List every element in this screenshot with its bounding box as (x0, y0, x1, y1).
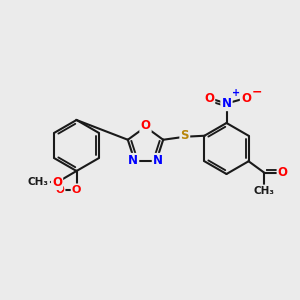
Text: O: O (241, 92, 251, 105)
Text: −: − (251, 85, 262, 98)
Text: N: N (128, 154, 138, 167)
Text: O: O (56, 184, 64, 195)
Text: N: N (221, 97, 232, 110)
Text: O: O (204, 92, 214, 105)
Text: O: O (72, 184, 81, 195)
Text: CH₃: CH₃ (254, 186, 275, 196)
Text: S: S (181, 129, 189, 142)
Text: O: O (140, 119, 151, 132)
Text: O: O (278, 166, 288, 179)
Text: N: N (153, 154, 163, 167)
Text: +: + (232, 88, 240, 98)
Text: CH₃: CH₃ (28, 177, 49, 187)
Text: O: O (52, 176, 62, 189)
